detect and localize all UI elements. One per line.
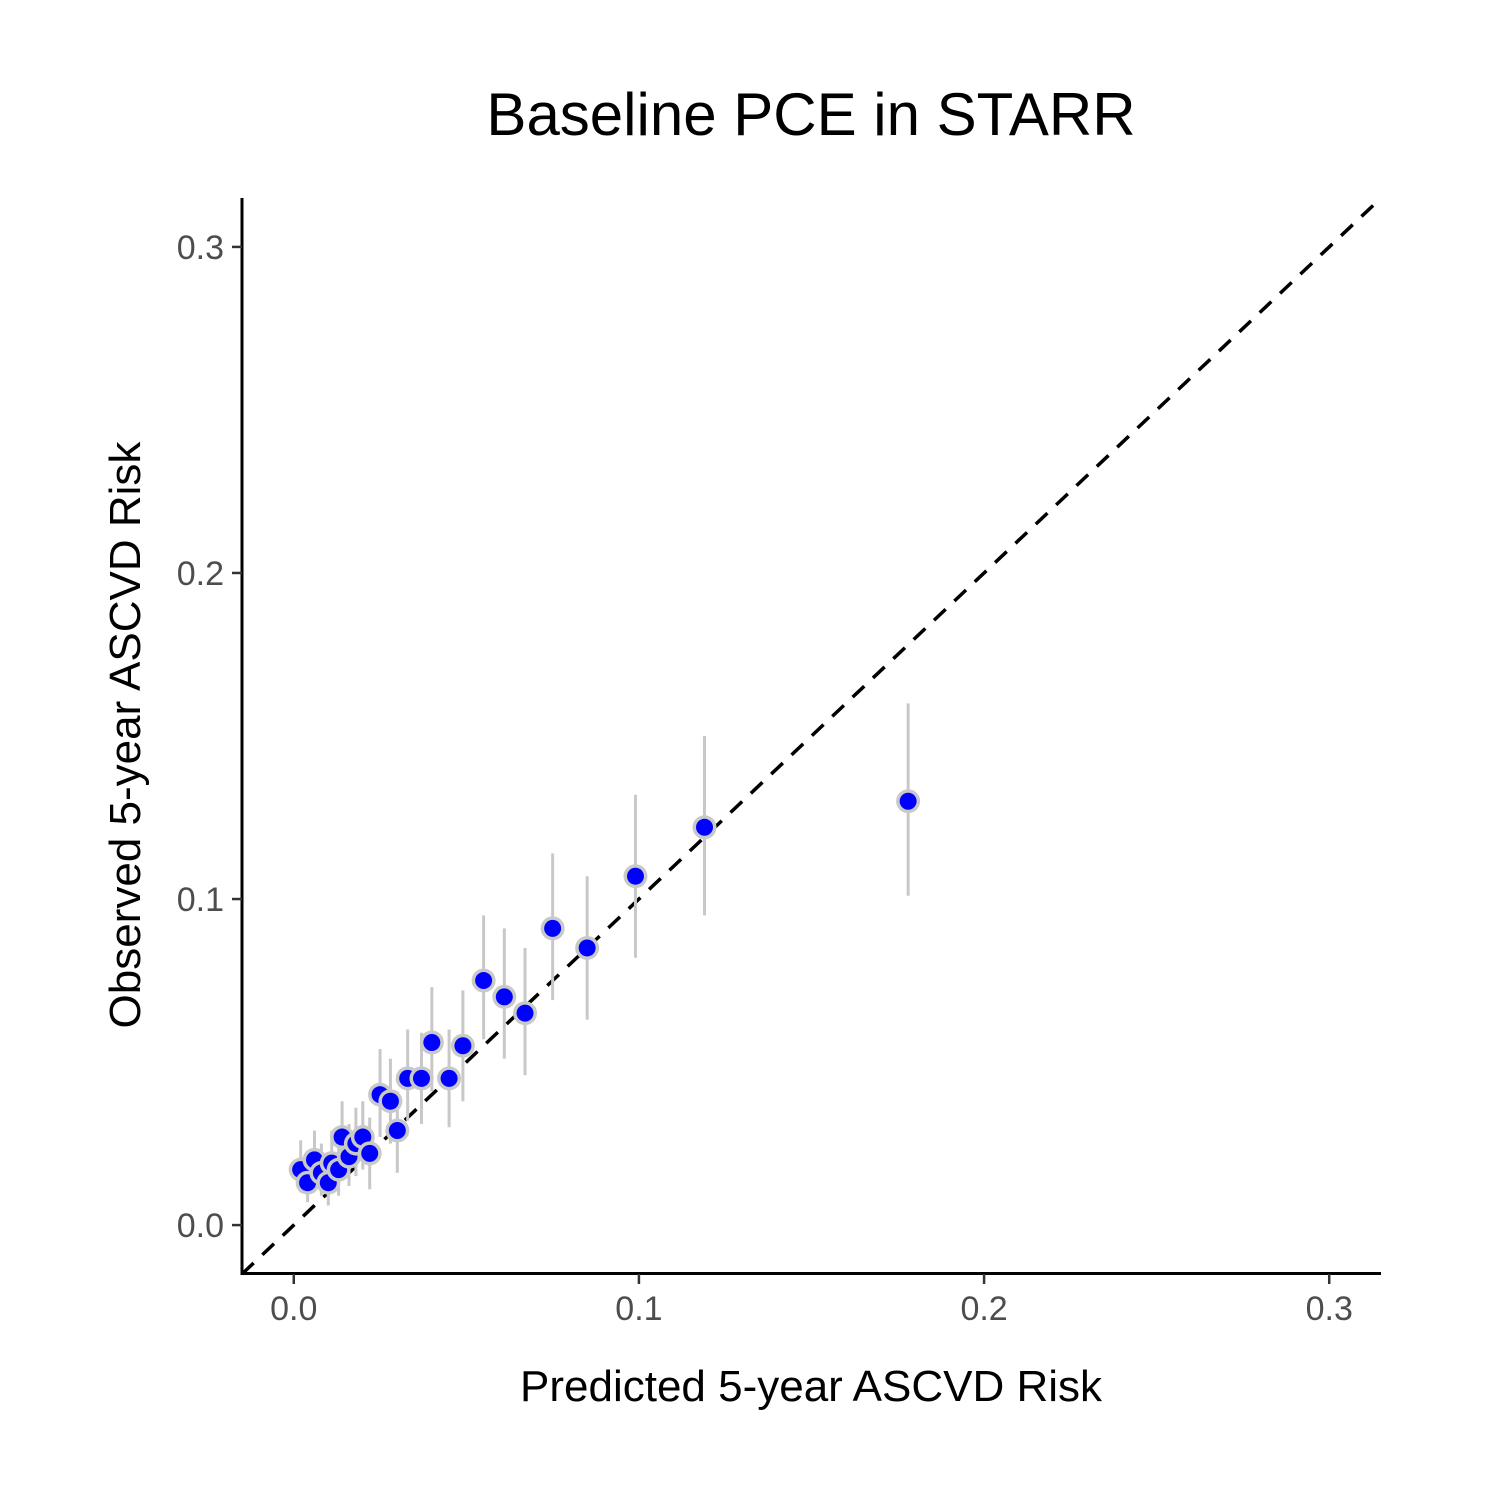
data-point (516, 1004, 534, 1022)
y-axis-ticks: 0.0 0.1 0.2 0.3 (177, 229, 242, 1245)
y-tick-label: 0.3 (177, 229, 224, 267)
x-tick-label: 0.0 (270, 1290, 317, 1328)
data-point (412, 1069, 430, 1087)
chart-title: Baseline PCE in STARR (486, 81, 1135, 148)
plot-area (240, 196, 1383, 1276)
data-point (899, 792, 917, 810)
x-axis-ticks: 0.0 0.1 0.2 0.3 (270, 1274, 1353, 1328)
data-point (626, 867, 644, 885)
data-point (454, 1037, 472, 1055)
y-tick-label: 0.2 (177, 555, 224, 593)
data-point (696, 818, 714, 836)
reference-diagonal-line (240, 196, 1383, 1276)
data-point (354, 1128, 372, 1146)
data-point (423, 1033, 441, 1051)
data-point (475, 972, 493, 990)
data-point (544, 919, 562, 937)
data-point (495, 988, 513, 1006)
data-point (388, 1122, 406, 1140)
data-points (288, 789, 921, 1195)
y-axis-title: Observed 5-year ASCVD Risk (101, 441, 150, 1029)
x-tick-label: 0.3 (1306, 1290, 1353, 1328)
y-tick-label: 0.1 (177, 881, 224, 919)
x-axis-title: Predicted 5-year ASCVD Risk (520, 1362, 1103, 1411)
y-tick-label: 0.0 (177, 1207, 224, 1245)
data-point (361, 1144, 379, 1162)
data-point (381, 1092, 399, 1110)
x-tick-label: 0.2 (960, 1290, 1007, 1328)
x-tick-label: 0.1 (615, 1290, 662, 1328)
data-point (578, 939, 596, 957)
data-point (440, 1069, 458, 1087)
